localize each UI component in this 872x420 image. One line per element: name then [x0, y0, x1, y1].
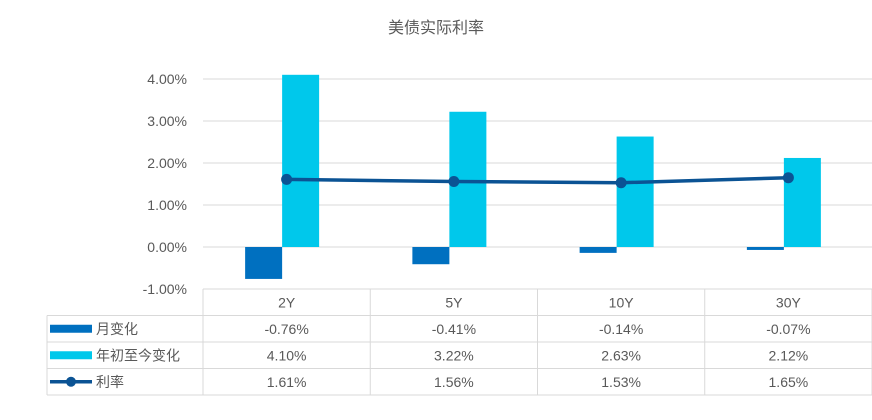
- bar: [616, 136, 654, 247]
- bars: [245, 74, 821, 279]
- data-label: 1.56%: [434, 374, 474, 390]
- x-tick-label: 10Y: [609, 294, 635, 310]
- data-label: -0.07%: [766, 321, 810, 337]
- legend-key: [50, 324, 92, 333]
- data-label: -0.14%: [599, 321, 643, 337]
- data-label: 3.22%: [434, 347, 474, 363]
- bar: [746, 247, 784, 250]
- data-label: 1.65%: [769, 374, 809, 390]
- legend-label: 月变化: [96, 321, 138, 337]
- y-tick-label: 2.00%: [147, 155, 187, 171]
- legend-key-marker: [66, 376, 76, 387]
- chart-title: 美债实际利率: [388, 19, 484, 37]
- legend-key: [50, 351, 92, 360]
- rate-point: [615, 177, 627, 189]
- x-tick-label: 2Y: [278, 294, 296, 310]
- rate-point: [281, 173, 293, 185]
- data-label: 1.61%: [267, 374, 307, 390]
- rate-line-path: [286, 175, 789, 185]
- y-tick-label: -1.00%: [143, 281, 187, 297]
- y-axis: 4.00% 3.00% 2.00% 1.00% 0.00% -1.00%: [143, 71, 187, 297]
- bar: [282, 74, 320, 247]
- data-label: 2.12%: [769, 347, 809, 363]
- data-table: 2Y 5Y 10Y 30Y 月变化 -0.76% -0.41% -0.14% -0.07% 年初至…: [46, 288, 872, 396]
- rate-point: [782, 172, 794, 184]
- legend-label: 年初至今变化: [96, 347, 180, 363]
- data-label: -0.76%: [264, 321, 308, 337]
- x-tick-label: 5Y: [445, 294, 463, 310]
- bar: [579, 247, 617, 253]
- y-tick-label: 3.00%: [147, 113, 187, 129]
- bar: [245, 247, 283, 279]
- rate-line: [281, 172, 794, 189]
- bar: [412, 247, 450, 265]
- bar: [783, 157, 821, 247]
- legend-label: 利率: [96, 374, 124, 390]
- y-tick-label: 4.00%: [147, 71, 187, 87]
- y-tick-label: 0.00%: [147, 239, 187, 255]
- rate-point: [448, 175, 460, 187]
- x-tick-label: 30Y: [776, 294, 802, 310]
- y-tick-label: 1.00%: [147, 197, 187, 213]
- data-label: 2.63%: [601, 347, 641, 363]
- data-label: 1.53%: [601, 374, 641, 390]
- data-label: 4.10%: [267, 347, 307, 363]
- data-label: -0.41%: [432, 321, 476, 337]
